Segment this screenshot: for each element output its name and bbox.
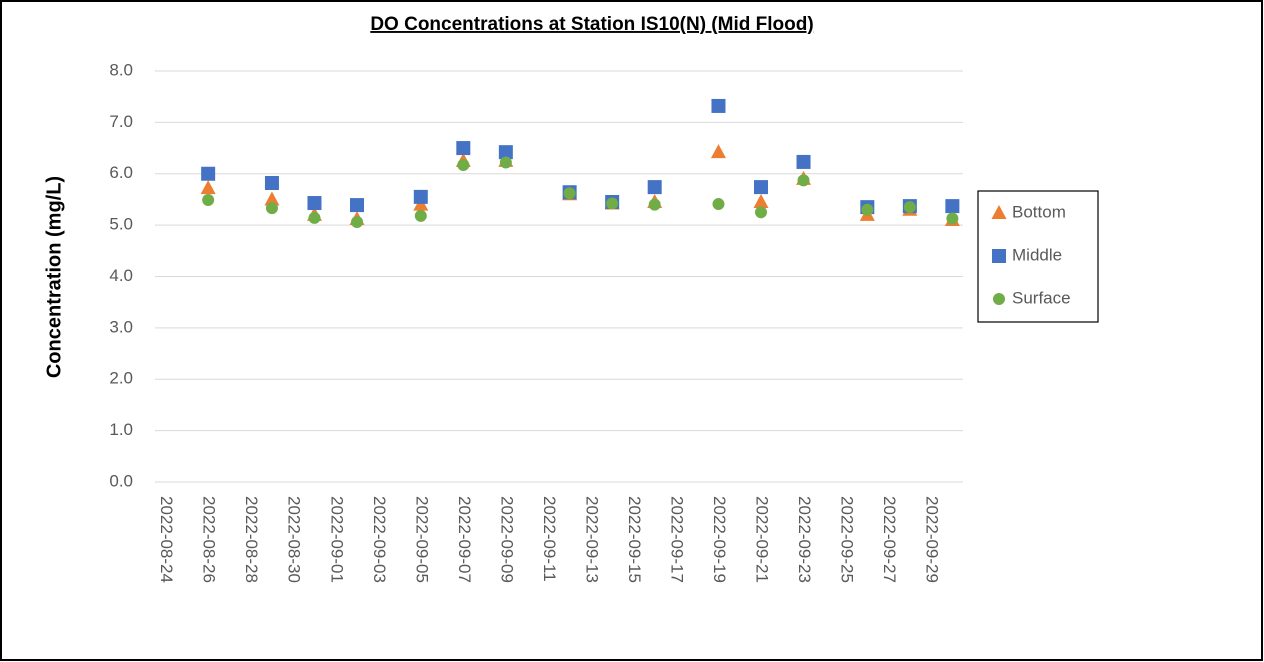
x-tick-label: 2022-08-26 [200, 496, 219, 583]
y-tick-label: 2.0 [109, 369, 133, 388]
point [648, 198, 661, 211]
point [457, 159, 470, 172]
x-tick-label: 2022-09-03 [370, 496, 389, 583]
point [499, 156, 512, 169]
y-tick-label: 5.0 [109, 215, 133, 234]
y-tick-label: 1.0 [109, 420, 133, 439]
x-tick-label: 2022-09-27 [880, 496, 899, 583]
point [712, 198, 725, 211]
point [861, 203, 874, 216]
point [308, 211, 321, 224]
x-tick-label: 2022-09-15 [625, 496, 644, 583]
y-tick-label: 7.0 [109, 112, 133, 131]
point [753, 194, 769, 209]
point [456, 141, 471, 156]
legend-marker [992, 249, 1006, 263]
point [563, 187, 576, 200]
point [797, 174, 810, 187]
point [755, 206, 767, 219]
point [413, 189, 428, 204]
point [711, 98, 726, 113]
point [414, 209, 427, 222]
x-tick-label: 2022-08-24 [157, 496, 176, 583]
point [264, 191, 280, 206]
x-tick-label: 2022-09-29 [923, 496, 942, 583]
point [606, 197, 619, 210]
y-tick-label: 4.0 [109, 266, 133, 285]
x-tick-label: 2022-09-07 [455, 496, 474, 583]
point [946, 212, 959, 225]
point [498, 145, 513, 160]
x-tick-label: 2022-09-23 [795, 496, 814, 583]
point [796, 154, 811, 169]
chart-title: DO Concentrations at Station IS10(N) (Mi… [370, 14, 813, 35]
legend-marker [993, 293, 1005, 305]
legend-label: Bottom [1012, 202, 1066, 221]
legend-label: Middle [1012, 245, 1062, 264]
point [710, 144, 726, 159]
point [201, 166, 216, 181]
point [200, 180, 216, 195]
y-axis-label: Concentration (mg/L) [43, 176, 65, 378]
point [945, 199, 960, 214]
y-tick-label: 6.0 [109, 163, 133, 182]
y-tick-label: 8.0 [109, 60, 133, 79]
y-tick-label: 3.0 [109, 317, 133, 336]
x-tick-label: 2022-09-19 [710, 496, 729, 583]
y-tick-label: 0.0 [109, 471, 133, 490]
x-tick-label: 2022-09-25 [838, 496, 857, 583]
legend-label: Surface [1012, 288, 1071, 307]
x-tick-label: 2022-08-30 [285, 496, 304, 583]
point [265, 202, 278, 215]
point [264, 175, 279, 190]
x-tick-label: 2022-09-05 [412, 496, 431, 583]
x-tick-label: 2022-09-13 [582, 496, 601, 583]
legend-marker [991, 205, 1007, 219]
point [754, 180, 768, 195]
point [350, 198, 364, 213]
x-tick-label: 2022-08-28 [242, 496, 261, 583]
point [903, 201, 916, 214]
point [307, 196, 322, 211]
x-tick-label: 2022-09-17 [667, 496, 686, 583]
x-tick-label: 2022-09-01 [327, 496, 346, 583]
x-tick-label: 2022-09-11 [540, 496, 559, 582]
point [351, 216, 363, 229]
point [647, 180, 662, 195]
x-tick-label: 2022-09-09 [497, 496, 516, 583]
x-tick-label: 2022-09-21 [753, 496, 772, 583]
point [202, 193, 215, 206]
